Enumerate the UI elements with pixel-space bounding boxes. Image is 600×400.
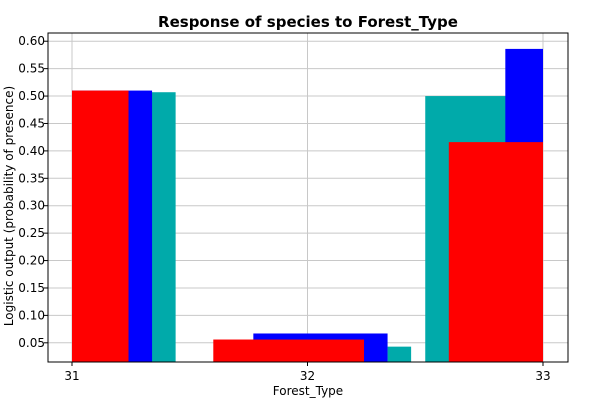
y-tick-label: 0.55 xyxy=(18,62,45,76)
y-tick-label: 0.45 xyxy=(18,116,45,130)
y-tick-label: 0.60 xyxy=(18,34,45,48)
y-tick-label: 0.50 xyxy=(18,89,45,103)
y-tick-label: 0.40 xyxy=(18,144,45,158)
y-tick-label: 0.30 xyxy=(18,199,45,213)
x-tick-label: 33 xyxy=(535,369,550,383)
series-red xyxy=(72,90,543,362)
x-tick-label: 31 xyxy=(64,369,79,383)
y-tick-label: 0.15 xyxy=(18,281,45,295)
x-tick-label: 32 xyxy=(300,369,315,383)
chart-title: Response of species to Forest_Type xyxy=(158,13,458,31)
x-axis: 31 32 33 xyxy=(64,362,551,383)
bars xyxy=(72,48,543,362)
y-axis-title: Logistic output (probability of presence… xyxy=(2,86,16,326)
y-tick-label: 0.10 xyxy=(18,308,45,322)
plot-area xyxy=(47,32,569,363)
y-tick-label: 0.05 xyxy=(18,336,45,350)
x-axis-title: Forest_Type xyxy=(273,384,343,398)
y-tick-label: 0.35 xyxy=(18,171,45,185)
bar-series-cyan-33 xyxy=(387,346,412,362)
bar-series-red-31 xyxy=(72,90,129,362)
bar-series-red-33 xyxy=(448,142,543,362)
y-tick-label: 0.25 xyxy=(18,226,45,240)
bar-series-red-32 xyxy=(213,339,365,362)
y-axis: 0.05 0.10 0.15 0.20 0.25 0.30 0.35 0.40 0.45 0.50… xyxy=(18,34,48,350)
y-tick-label: 0.20 xyxy=(18,254,45,268)
